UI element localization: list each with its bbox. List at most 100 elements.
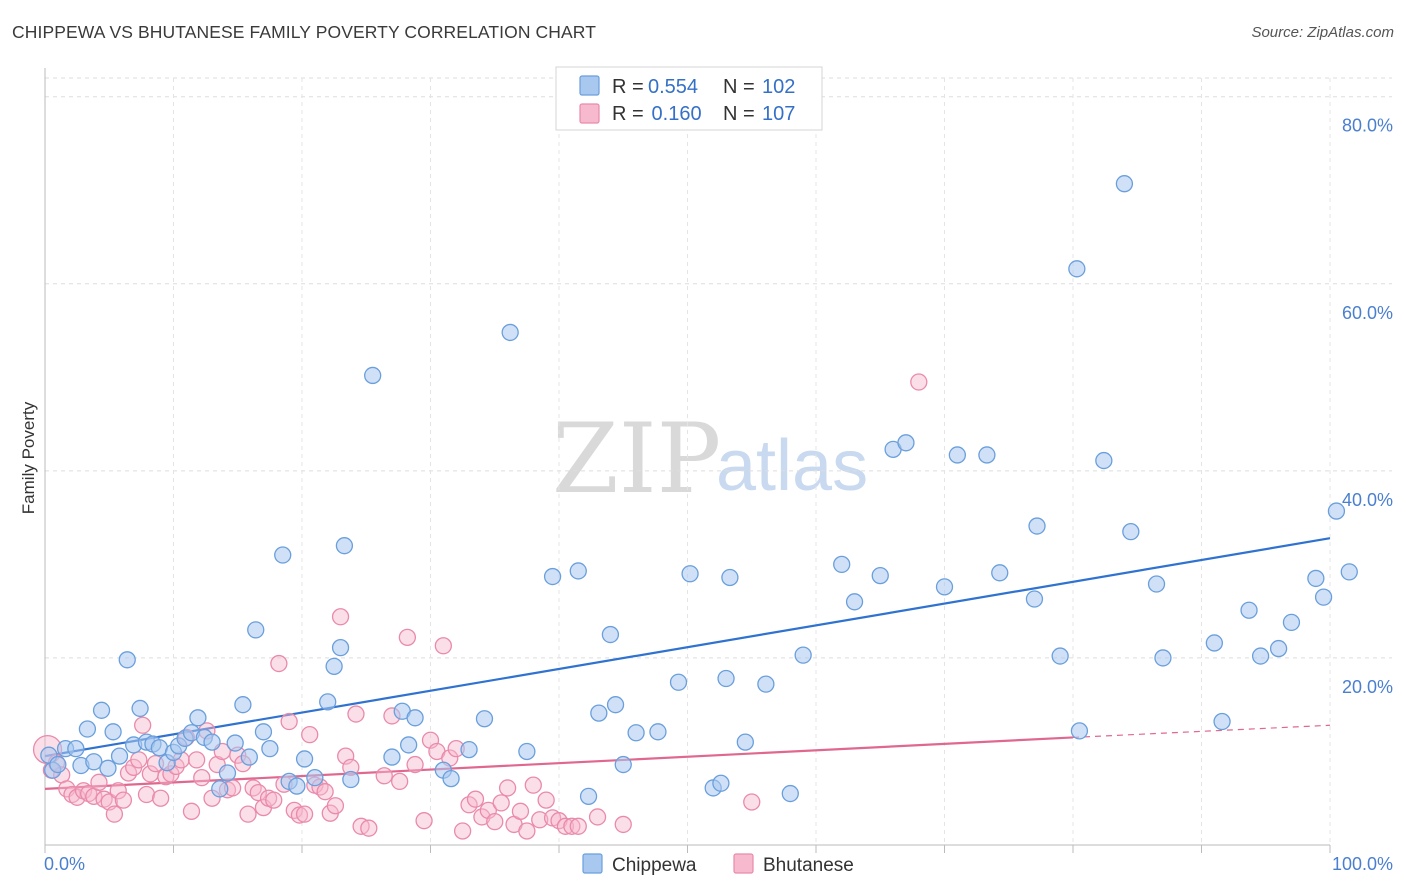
point-chippewa [757,675,775,693]
bottom-legend-label-chippewa: Chippewa [612,855,697,876]
point-chippewa [475,710,494,728]
point-chippewa [669,673,688,691]
point-bhutanese [743,793,761,811]
point-bhutanese [316,783,334,801]
point-chippewa [383,748,401,766]
y-tick-label-20: 20.0% [1342,677,1393,697]
point-chippewa [261,740,279,758]
watermark-atlas: atlas [716,426,868,506]
point-bhutanese [375,767,393,785]
point-chippewa [226,734,244,752]
point-chippewa [871,566,889,585]
point-bhutanese [473,808,491,826]
chart-title: CHIPPEWA VS BHUTANESE FAMILY POVERTY COR… [12,22,597,42]
point-chippewa [1122,523,1140,541]
point-chippewa [897,434,915,452]
point-chippewa [319,693,337,711]
point-chippewa [1314,588,1333,606]
point-chippewa [364,366,382,385]
trend-lines [44,537,1331,790]
point-bhutanese [285,801,303,820]
point-chippewa [781,784,799,803]
series-legend: Chippewa Bhutanese [582,853,854,876]
point-chippewa [569,562,587,580]
point-chippewa [460,740,478,759]
source-label: Source: ZipAtlas.com [1251,24,1394,41]
bottom-legend-label-bhutanese: Bhutanese [763,855,854,876]
point-bhutanese [537,791,555,809]
legend-swatch-chippewa [579,75,600,96]
point-chippewa [189,709,207,727]
point-bhutanese [80,784,98,803]
point-chippewa [49,755,67,774]
point-chippewa [400,736,418,754]
point-bhutanese [453,822,472,840]
point-chippewa [110,747,129,765]
legend-r-value-chippewa: 0.554 [648,76,698,98]
point-chippewa [681,565,699,583]
point-chippewa [406,709,424,727]
point-bhutanese [518,822,536,840]
point-chippewa [712,774,730,792]
point-chippewa [833,555,851,574]
trend-line-bhutanese [44,736,1074,790]
point-bhutanese [326,797,345,815]
point-chippewa [614,755,632,774]
point-bhutanese [265,791,283,809]
point-bhutanese [588,808,607,826]
point-chippewa [211,780,229,798]
point-chippewa [948,446,966,464]
point-chippewa [717,669,735,688]
point-bhutanese [270,654,288,673]
point-chippewa [627,724,645,742]
legend-r-label-bhutanese: R = [612,103,644,125]
axes [44,68,1331,853]
legend-r-label-chippewa: R = [612,76,644,98]
point-chippewa [1251,647,1270,665]
point-bhutanese [151,789,170,807]
point-bhutanese [492,794,510,812]
series-chippewa-points [40,175,1358,806]
point-bhutanese [434,637,453,655]
point-bhutanese [187,751,206,769]
point-chippewa [1213,712,1231,731]
point-chippewa [991,564,1009,582]
point-chippewa [1340,563,1358,581]
point-chippewa [590,704,608,722]
point-bhutanese [295,805,314,823]
point-chippewa [218,764,237,782]
y-axis-label: Family Poverty [19,401,38,514]
legend-box [555,66,823,131]
point-bhutanese [511,802,530,820]
point-bhutanese [569,817,587,835]
point-chippewa [1095,451,1113,470]
point-bhutanese [614,815,632,834]
point-chippewa [85,753,103,771]
point-chippewa [295,750,314,768]
point-bhutanese [249,783,267,802]
point-chippewa [1282,613,1301,632]
point-chippewa [104,723,122,741]
trend-line-bhutanese-extension [1072,724,1331,739]
point-bhutanese [910,373,928,391]
point-chippewa [240,748,258,766]
point-bhutanese [95,790,113,808]
legend-n-label-bhutanese: N = [723,103,755,125]
point-chippewa [579,787,598,806]
point-chippewa [1051,647,1069,665]
point-chippewa [1154,649,1172,667]
point-chippewa [1269,639,1288,658]
point-chippewa [1205,634,1223,652]
bottom-legend-swatch-chippewa [582,853,603,874]
point-chippewa [67,740,85,758]
point-bhutanese [239,805,257,823]
point-bhutanese [193,769,211,787]
point-bhutanese [331,608,350,626]
point-chippewa [335,537,354,555]
point-chippewa [1327,502,1346,520]
point-chippewa [721,568,739,587]
legend-n-value-bhutanese: 107 [762,103,795,125]
legend-n-label-chippewa: N = [723,76,755,98]
point-bhutanese [90,773,108,791]
